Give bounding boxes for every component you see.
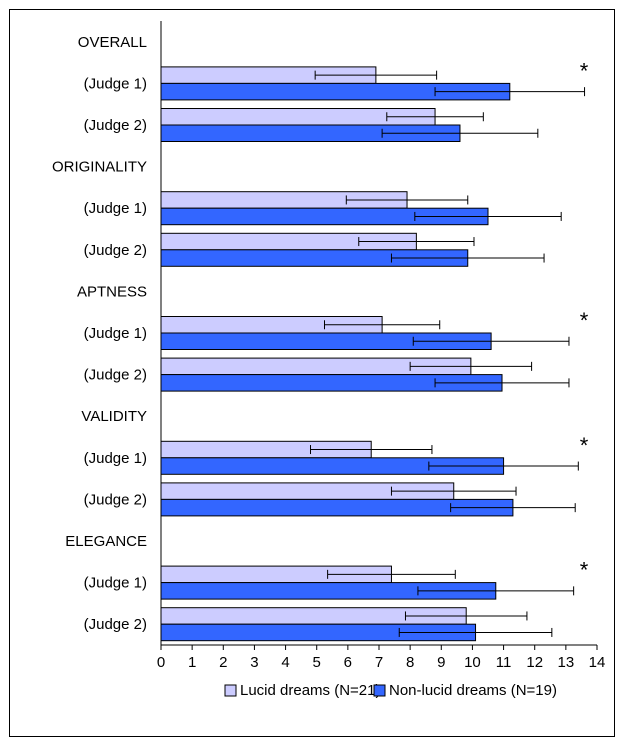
significance-star: * [580,58,589,83]
row-label: (Judge 2) [84,491,147,508]
x-tick-label: 9 [437,654,445,671]
row-label: (Judge 2) [84,242,147,259]
significance-star: * [580,433,589,458]
row-label: (Judge 1) [84,450,147,467]
x-tick-label: 1 [188,654,196,671]
group-label: OVERALL [78,34,147,51]
x-tick-label: 8 [406,654,414,671]
significance-star: * [580,308,589,333]
x-tick-label: 2 [219,654,227,671]
significance-star: * [580,558,589,583]
x-tick-label: 10 [464,654,481,671]
group-label: ORIGINALITY [52,159,147,176]
row-label: (Judge 2) [84,367,147,384]
x-tick-label: 0 [157,654,165,671]
x-tick-label: 14 [589,654,606,671]
group-label: APTNESS [77,283,147,300]
legend-label-lucid: Lucid dreams (N=21) [240,682,380,699]
row-label: (Judge 1) [84,325,147,342]
group-label: ELEGANCE [65,533,147,550]
group-label: VALIDITY [81,408,147,425]
row-label: (Judge 2) [84,616,147,633]
x-tick-label: 12 [526,654,543,671]
x-tick-label: 13 [558,654,575,671]
legend-swatch-non-lucid [373,684,386,697]
x-tick-label: 3 [250,654,258,671]
x-tick-label: 7 [375,654,383,671]
row-label: (Judge 1) [84,575,147,592]
row-label: (Judge 1) [84,75,147,92]
x-tick-label: 6 [344,654,352,671]
row-label: (Judge 2) [84,117,147,134]
row-label: (Judge 1) [84,200,147,217]
legend-label-non-lucid: Non-lucid dreams (N=19) [389,682,557,699]
x-tick-label: 5 [313,654,321,671]
x-tick-label: 4 [281,654,289,671]
x-tick-label: 11 [496,654,512,671]
legend-swatch-lucid [224,684,237,697]
